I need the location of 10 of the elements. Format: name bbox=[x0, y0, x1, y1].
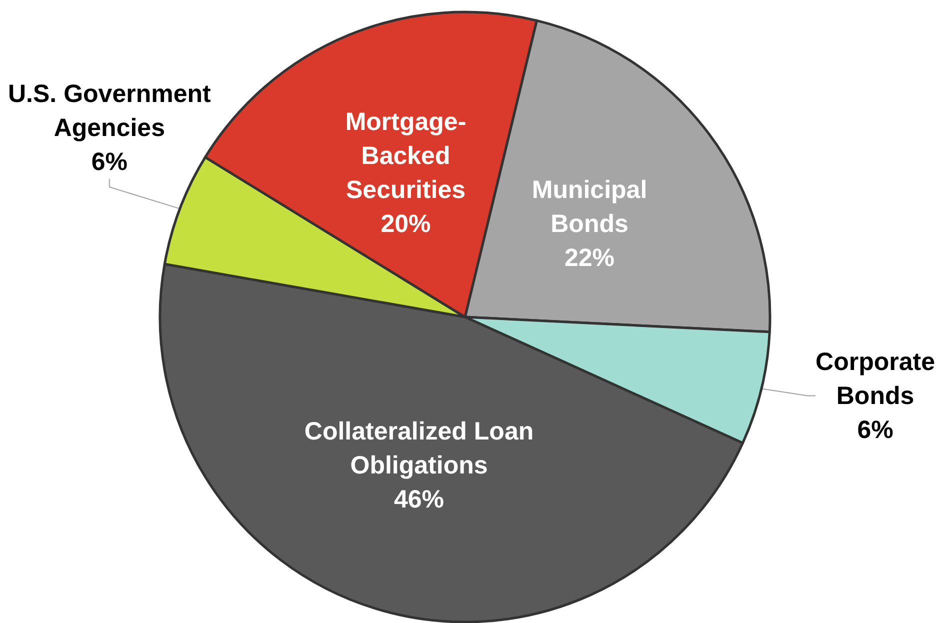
slice-label: Mortgage- Backed Securities bbox=[345, 108, 466, 204]
data-label: 6% bbox=[857, 416, 894, 444]
slice-label: Corporate Bonds bbox=[816, 348, 936, 410]
data-label: 46% bbox=[394, 486, 444, 514]
data-label: 22% bbox=[564, 244, 615, 272]
slice-label: Collateralized Loan Obligations bbox=[304, 418, 534, 480]
data-label: 6% bbox=[91, 148, 128, 176]
slice-label: Municipal Bonds bbox=[532, 176, 648, 238]
slice-label: U.S. Government Agencies bbox=[8, 80, 212, 142]
data-label: 20% bbox=[380, 210, 431, 238]
